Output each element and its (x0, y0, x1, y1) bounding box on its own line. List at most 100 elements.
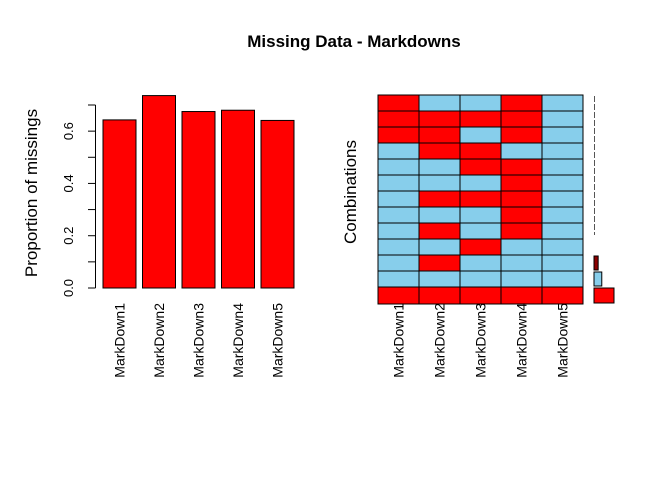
bar-markdown2 (142, 95, 176, 289)
combination-cell (500, 94, 543, 112)
chart-title: Missing Data - Markdowns (247, 32, 460, 51)
combination-cell (541, 286, 584, 305)
combination-column-labels: MarkDown1 MarkDown2 MarkDown3 MarkDown4 Mark… (391, 303, 571, 378)
combination-cell (459, 190, 502, 208)
combination-column-label-markdown4: MarkDown4 (514, 303, 530, 378)
combination-cell (418, 94, 461, 112)
frequency-bar (593, 271, 603, 287)
combination-cell (418, 110, 461, 128)
x-tick-labels: MarkDown1 MarkDown2 MarkDown3 MarkDown4 Mark… (112, 303, 286, 378)
combination-cell (377, 238, 420, 256)
combination-column-label-markdown5: MarkDown5 (555, 303, 571, 378)
combination-cell (377, 190, 420, 208)
y-tick-label: 0.6 (61, 122, 76, 140)
combination-cell (459, 126, 502, 144)
combination-cell (541, 254, 584, 272)
combination-cell (459, 222, 502, 240)
combination-cell (541, 174, 584, 192)
y-axis: 0.0 0.2 0.4 0.6 (61, 104, 96, 297)
combination-cell (541, 270, 584, 288)
combination-cell (418, 158, 461, 176)
missing-proportion-panel: 0.0 0.2 0.4 0.6 MarkDown1 MarkDown2 MarkDown3… (22, 95, 295, 378)
combination-cell (459, 94, 502, 112)
y-tick-label: 0.0 (61, 279, 76, 297)
combination-cell (377, 110, 420, 128)
frequency-bar (593, 255, 599, 271)
frequency-bars (593, 255, 615, 304)
combination-cell (418, 270, 461, 288)
y-tick-label: 0.4 (61, 174, 76, 192)
combination-column-label-markdown2: MarkDown2 (432, 303, 448, 378)
x-tick-label-markdown1: MarkDown1 (112, 303, 128, 378)
combination-cell (541, 206, 584, 224)
combinations-axis-title: Combinations (341, 140, 360, 244)
bars-group (102, 95, 295, 289)
combination-cell (377, 94, 420, 112)
combination-cell (500, 174, 543, 192)
combination-cell (459, 174, 502, 192)
combination-cell (377, 158, 420, 176)
x-tick-label-markdown5: MarkDown5 (270, 303, 286, 378)
combination-cell (500, 238, 543, 256)
bar-markdown4 (221, 109, 255, 289)
combination-cell (418, 254, 461, 272)
x-tick-label-markdown3: MarkDown3 (191, 303, 207, 378)
combinations-panel: MarkDown1 MarkDown2 MarkDown3 MarkDown4 Mark… (341, 94, 615, 378)
combination-cell (500, 206, 543, 224)
combination-column-label-markdown3: MarkDown3 (473, 303, 489, 378)
combination-cell (459, 270, 502, 288)
combination-cell (377, 286, 420, 305)
y-axis-title: Proportion of missings (22, 109, 41, 277)
combination-cell (500, 270, 543, 288)
y-tick-label: 0.2 (61, 227, 76, 245)
combination-cell (459, 110, 502, 128)
combination-cell (377, 142, 420, 160)
combination-cell (500, 142, 543, 160)
combination-cell (418, 126, 461, 144)
combination-grid (377, 94, 584, 305)
combination-cell (500, 126, 543, 144)
combination-cell (541, 110, 584, 128)
combination-cell (500, 286, 543, 305)
bar-markdown3 (181, 111, 216, 289)
combination-cell (377, 174, 420, 192)
combination-cell (377, 206, 420, 224)
combination-cell (500, 190, 543, 208)
combination-cell (541, 238, 584, 256)
combination-cell (541, 158, 584, 176)
combination-cell (541, 94, 584, 112)
combination-cell (459, 238, 502, 256)
combination-cell (541, 126, 584, 144)
combination-cell (541, 190, 584, 208)
combination-cell (541, 222, 584, 240)
combination-cell (418, 222, 461, 240)
combination-cell (500, 158, 543, 176)
combination-cell (541, 142, 584, 160)
combination-cell (500, 254, 543, 272)
combination-cell (418, 174, 461, 192)
combination-cell (459, 254, 502, 272)
combination-cell (500, 110, 543, 128)
combination-cell (459, 142, 502, 160)
x-tick-label-markdown4: MarkDown4 (230, 303, 246, 378)
combination-cell (459, 158, 502, 176)
combination-cell (418, 142, 461, 160)
frequency-bar (593, 287, 615, 304)
combination-cell (418, 286, 461, 305)
combination-cell (377, 126, 420, 144)
combination-cell (377, 222, 420, 240)
bar-markdown5 (260, 119, 295, 289)
combination-cell (459, 286, 502, 305)
combination-cell (500, 222, 543, 240)
combination-cell (418, 238, 461, 256)
combination-cell (459, 206, 502, 224)
combination-column-label-markdown1: MarkDown1 (391, 303, 407, 378)
combination-cell (377, 254, 420, 272)
combination-cell (377, 270, 420, 288)
combination-cell (418, 206, 461, 224)
combination-cell (418, 190, 461, 208)
x-tick-label-markdown2: MarkDown2 (151, 303, 167, 378)
bar-markdown1 (102, 119, 137, 289)
